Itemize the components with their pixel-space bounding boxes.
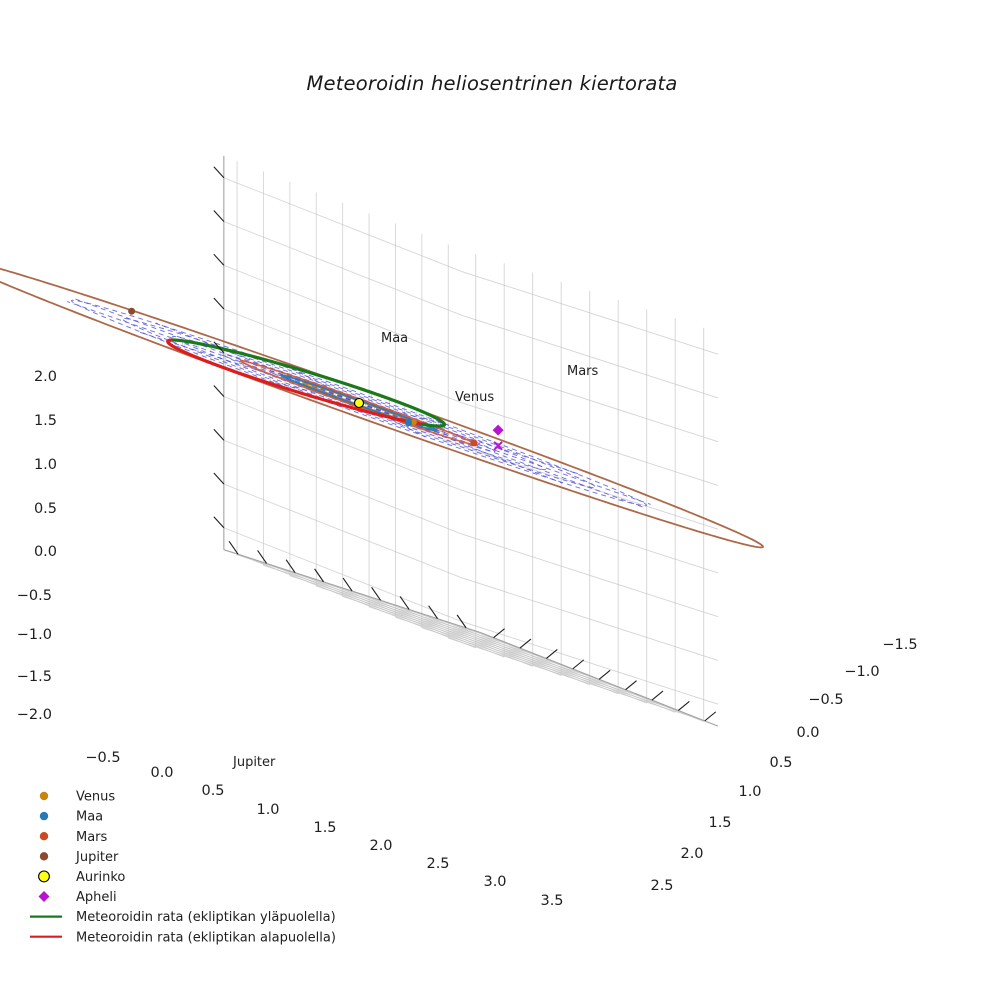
tick-label-x-5: 2.0 xyxy=(369,838,392,854)
tick-label-y-5: 1.0 xyxy=(738,784,761,800)
tick-label-x-8: 3.5 xyxy=(540,893,563,909)
page-title: Meteoroidin heliosentrinen kiertorata xyxy=(306,72,678,95)
tick-label-z-3: 0.5 xyxy=(34,501,57,517)
legend-label: Meteoroidin rata (ekliptikan yläpuolella… xyxy=(76,910,336,925)
legend-item[interactable]: Aurinko xyxy=(38,870,126,885)
axis-tick-labels: 2.01.51.00.50.0−0.5−1.0−1.5−2.0−0.50.00.… xyxy=(17,369,918,909)
tick-label-x-4: 1.5 xyxy=(313,820,336,836)
label-jupiter: Jupiter xyxy=(232,755,276,770)
tick-label-z-4: 0.0 xyxy=(34,544,57,560)
legend-item[interactable]: Apheli xyxy=(38,890,117,905)
legend-label: Jupiter xyxy=(75,850,119,865)
tick-label-z-5: −0.5 xyxy=(17,588,52,604)
label-mars: Mars xyxy=(567,364,599,379)
axes-wall-grid xyxy=(223,155,719,727)
tick-label-x-1: 0.0 xyxy=(150,765,173,781)
legend-label: Mars xyxy=(76,830,108,845)
tick-label-z-6: −1.0 xyxy=(17,627,52,643)
marker-aurinko xyxy=(353,397,365,409)
tick-label-x-3: 1.0 xyxy=(256,802,279,818)
tick-label-x-7: 3.0 xyxy=(483,874,506,890)
marker-mars xyxy=(470,439,478,447)
body-labels: Maa Venus Mars Jupiter xyxy=(232,331,599,770)
tick-label-x-2: 0.5 xyxy=(201,783,224,799)
legend-item[interactable]: Jupiter xyxy=(39,850,119,865)
legend: Venus Maa Mars Jupiter Aurinko Apheli Meteoroi… xyxy=(30,790,336,945)
legend-circle-swatch xyxy=(39,832,49,841)
body-markers xyxy=(128,307,504,451)
legend-item[interactable]: Venus xyxy=(39,790,116,805)
legend-label: Aurinko xyxy=(76,870,125,885)
tick-label-x-6: 2.5 xyxy=(426,856,449,872)
tick-label-z-7: −1.5 xyxy=(17,669,52,685)
tick-label-y-2: −0.5 xyxy=(808,692,843,708)
legend-label: Apheli xyxy=(76,890,117,905)
legend-item[interactable]: Mars xyxy=(39,830,108,845)
tick-label-y-3: 0.0 xyxy=(796,725,819,741)
marker-jupiter xyxy=(128,307,136,315)
label-maa: Maa xyxy=(381,331,408,346)
legend-diamond-swatch xyxy=(38,891,50,902)
tick-label-y-7: 2.0 xyxy=(680,846,703,862)
legend-circle-swatch xyxy=(38,870,50,883)
tick-label-y-6: 1.5 xyxy=(708,815,731,831)
marker-maa xyxy=(404,419,412,427)
legend-circle-swatch xyxy=(39,852,49,861)
tick-label-z-8: −2.0 xyxy=(17,707,52,723)
tick-label-y-0: −1.5 xyxy=(882,637,917,653)
label-venus: Venus xyxy=(455,390,494,405)
tick-label-z-0: 2.0 xyxy=(34,369,57,385)
legend-label: Meteoroidin rata (ekliptikan alapuolella… xyxy=(76,930,336,945)
tick-label-z-2: 1.0 xyxy=(34,457,57,473)
marker-aphelion xyxy=(492,424,504,436)
tick-label-y-1: −1.0 xyxy=(844,664,879,680)
marker-venus xyxy=(410,419,417,426)
legend-circle-swatch xyxy=(39,791,49,801)
tick-label-y-4: 0.5 xyxy=(769,755,792,771)
tick-label-x-0: −0.5 xyxy=(85,750,120,766)
legend-label: Maa xyxy=(76,810,103,825)
tick-label-z-1: 1.5 xyxy=(34,413,57,429)
legend-circle-swatch xyxy=(39,811,49,821)
axis-ticks xyxy=(213,166,717,722)
legend-item[interactable]: Meteoroidin rata (ekliptikan yläpuolella… xyxy=(30,910,336,925)
legend-label: Venus xyxy=(76,790,115,805)
tick-label-y-8: 2.5 xyxy=(650,878,673,894)
marker-aphelion-projection xyxy=(493,441,503,451)
legend-item[interactable]: Meteoroidin rata (ekliptikan alapuolella… xyxy=(30,930,336,945)
legend-item[interactable]: Maa xyxy=(39,810,103,825)
